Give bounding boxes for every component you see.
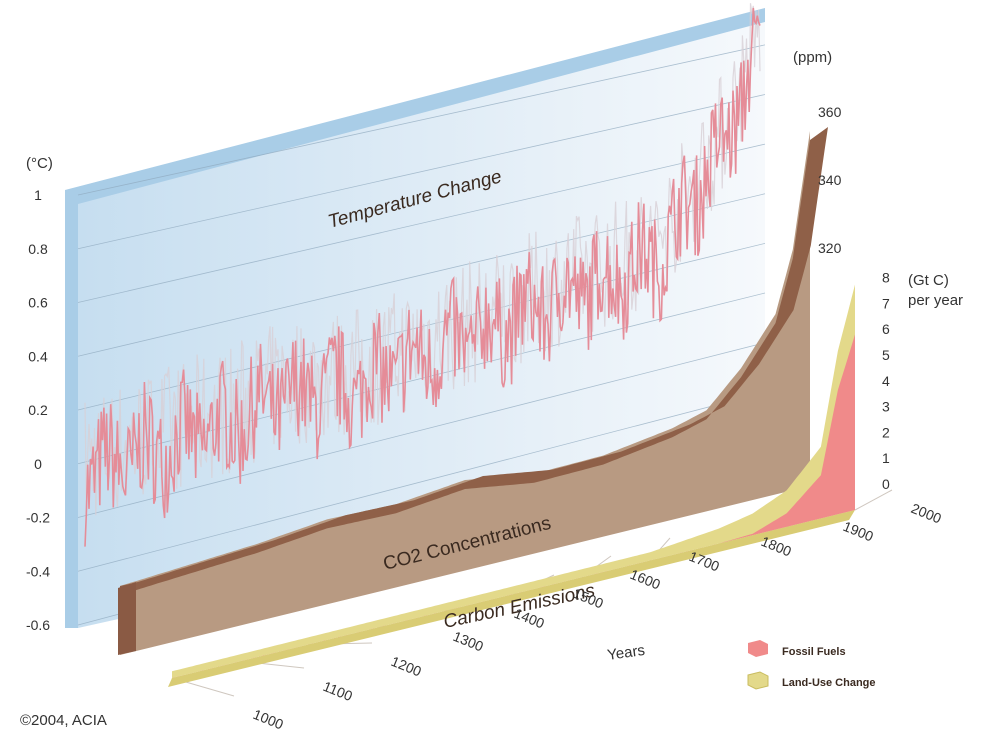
- co2-tick-label: 320: [818, 240, 842, 256]
- emissions-tick-label: 8: [882, 270, 890, 286]
- temperature-tick-label: 0: [34, 456, 42, 472]
- temperature-tick-label: 1: [34, 187, 42, 203]
- emissions-tick-label: 4: [882, 373, 890, 389]
- legend: Fossil Fuels Land-Use Change: [747, 640, 876, 690]
- emissions-tick-label: 5: [882, 347, 890, 363]
- temperature-gridline: [77, 342, 766, 518]
- year-tick-label: 1900: [841, 518, 876, 545]
- co2-area: [120, 131, 810, 655]
- temperature-panel-left-edge: [65, 190, 78, 628]
- year-axis-label: Years: [606, 642, 646, 664]
- emissions-unit-label-1: (Gt C): [908, 272, 949, 289]
- year-tick-label: 1500: [571, 585, 606, 612]
- year-tick-label: 1200: [389, 653, 424, 680]
- legend-item-fossil-fuels: Fossil Fuels: [748, 640, 846, 658]
- temperature-tick-label: 0.8: [28, 241, 48, 257]
- land-use-change-ribbon: [168, 510, 855, 687]
- temperature-tick-label: -0.4: [26, 563, 50, 579]
- emissions-tick-label: 0: [882, 476, 890, 492]
- year-tick-label: 1300: [451, 628, 486, 655]
- temperature-gridline: [77, 391, 766, 572]
- temperature-axis: (°C) 1 0.8 0.6 0.4 0.2 0 -0.2 -0.4 -0.6: [26, 155, 53, 633]
- legend-swatch-land-use-change: [747, 671, 769, 690]
- legend-label-fossil-fuels: Fossil Fuels: [782, 646, 846, 658]
- temperature-tick-label: 0.4: [28, 348, 48, 364]
- emissions-tick-label: 2: [882, 424, 890, 440]
- year-gridline: [854, 489, 893, 511]
- co2-tick-label: 360: [818, 104, 842, 120]
- temperature-tick-label: 0.6: [28, 295, 48, 311]
- temperature-tick-label: -0.6: [26, 617, 50, 633]
- temperature-tick-label: -0.2: [26, 510, 50, 526]
- co2-unit-label: (ppm): [793, 49, 832, 66]
- temperature-gridline: [77, 143, 766, 303]
- co2-axis: (ppm) 360 340 320: [793, 49, 842, 256]
- temperature-gridline: [77, 44, 766, 196]
- temperature-gridline: [77, 193, 766, 357]
- emissions-tick-label: 7: [882, 295, 890, 311]
- emissions-unit-label-2: per year: [908, 292, 963, 309]
- emissions-tick-label: 6: [882, 321, 890, 337]
- temperature-tick-label: 0.2: [28, 402, 48, 418]
- temperature-series-line: [84, 7, 761, 547]
- year-tick-label: 1100: [321, 678, 355, 704]
- year-tick-label: 2000: [909, 500, 944, 527]
- temperature-panel-top-edge: [65, 8, 765, 204]
- year-tick-label: 1800: [759, 533, 794, 560]
- emissions-axis: (Gt C) per year 8 7 6 5 4 3 2 1 0: [882, 270, 963, 492]
- emissions-tick-label: 3: [882, 399, 890, 415]
- legend-item-land-use-change: Land-Use Change: [747, 671, 876, 690]
- temperature-unit-label: (°C): [26, 155, 53, 172]
- co2-left-side: [118, 582, 136, 655]
- legend-label-land-use-change: Land-Use Change: [782, 677, 876, 689]
- emissions-tick-label: 1: [882, 450, 890, 466]
- year-tick-label: 1000: [251, 706, 286, 733]
- co2-tick-label: 340: [818, 172, 842, 188]
- year-tick-label: 1600: [628, 566, 663, 593]
- copyright-credit: ©2004, ACIA: [20, 712, 107, 729]
- temperature-gridline: [77, 94, 766, 250]
- legend-swatch-fossil-fuels: [748, 640, 768, 657]
